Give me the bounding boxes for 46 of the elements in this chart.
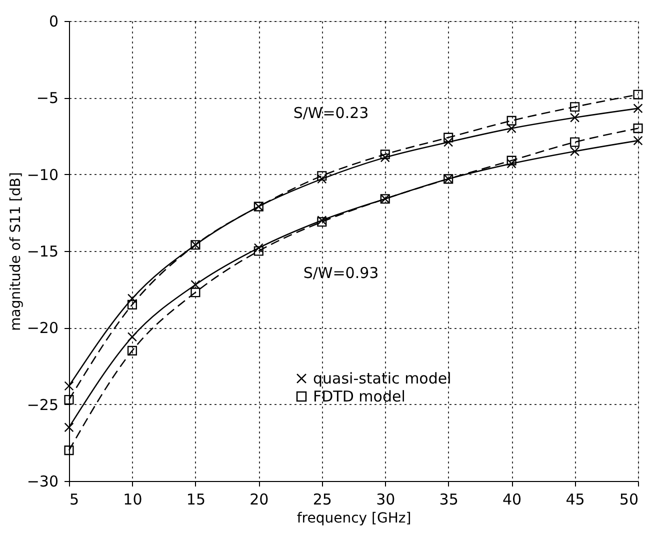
point <box>633 136 643 146</box>
y-tick-label: 0 <box>48 12 58 30</box>
point <box>64 422 74 432</box>
legend-label: FDTD model <box>313 388 406 406</box>
point <box>444 132 454 142</box>
x-tick-label: 40 <box>502 490 522 508</box>
point <box>64 446 74 456</box>
point <box>190 288 200 298</box>
point <box>127 346 138 356</box>
point <box>570 137 580 147</box>
point <box>633 104 643 114</box>
x-tick-label: 30 <box>376 490 396 508</box>
x-tick-label: 5 <box>70 490 80 508</box>
annotation: S/W=0.23 <box>293 104 369 122</box>
point <box>506 156 516 166</box>
x-tick-label: 45 <box>566 490 585 508</box>
point <box>570 102 580 112</box>
y-tick-label: −10 <box>26 166 58 184</box>
point <box>64 394 74 405</box>
annotation: S/W=0.93 <box>303 264 379 282</box>
point <box>380 150 390 160</box>
y-tick-label: −5 <box>36 89 58 108</box>
point <box>570 112 580 122</box>
x-tick-label: 20 <box>250 490 269 508</box>
point <box>570 146 580 156</box>
point <box>317 171 327 181</box>
x-tick-label: 10 <box>123 490 142 508</box>
x-tick-label: 25 <box>312 490 332 508</box>
y-tick-label: −30 <box>26 472 58 490</box>
x-axis-title: frequency [GHz] <box>296 510 412 526</box>
point <box>506 116 516 126</box>
x-tick-label: 35 <box>439 490 458 508</box>
y-tick-label: −25 <box>26 396 58 414</box>
y-axis-title: magnitude of S11 [dB] <box>8 172 24 331</box>
point <box>633 90 643 100</box>
point <box>506 124 516 134</box>
point <box>127 300 138 310</box>
x-tick-label: 50 <box>619 490 638 508</box>
legend-label: quasi-static model <box>313 370 452 388</box>
y-tick-label: −20 <box>26 319 58 338</box>
x-tick-label: 15 <box>186 490 206 508</box>
point <box>444 137 454 147</box>
point <box>633 124 643 134</box>
point <box>64 381 74 391</box>
point <box>254 246 264 256</box>
y-tick-label: −15 <box>26 242 58 260</box>
